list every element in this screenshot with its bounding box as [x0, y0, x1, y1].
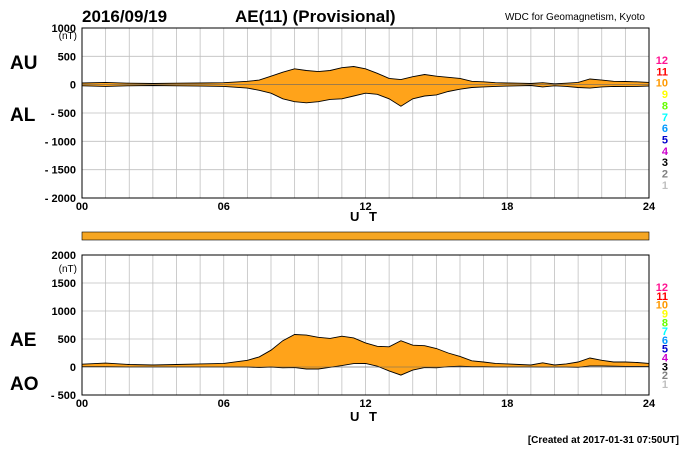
created-timestamp: [Created at 2017-01-31 07:50UT] — [528, 435, 679, 446]
station-count-label: 5 — [662, 344, 668, 356]
y-tick-label: - 500 — [51, 390, 76, 402]
x-tick-label: 06 — [218, 398, 230, 410]
al-label: AL — [10, 105, 36, 126]
y-tick-label: 0 — [70, 362, 76, 374]
y-tick-label: 500 — [58, 51, 76, 63]
ae-label: AE — [10, 330, 36, 351]
y-tick-label: 500 — [58, 334, 76, 346]
x-tick-label: 00 — [76, 398, 88, 410]
x-tick-label: 12 — [359, 201, 371, 213]
y-tick-label: 1000 — [52, 23, 76, 35]
station-count-label: 1 — [662, 379, 668, 391]
y-tick-label: 1500 — [52, 278, 76, 290]
station-count-label: 3 — [662, 361, 668, 373]
au-label: AU — [10, 53, 37, 74]
series-line-ae — [81, 334, 650, 366]
ao-label: AO — [10, 374, 39, 395]
station-count-label: 7 — [662, 112, 668, 124]
area-fill — [82, 66, 649, 107]
y-tick-label: 2000 — [52, 250, 76, 262]
x-tick-label: 06 — [218, 201, 230, 213]
x-tick-label: 18 — [501, 201, 513, 213]
station-count-label: 12 — [656, 55, 668, 67]
area-fill — [82, 334, 649, 376]
station-count-label: 4 — [662, 146, 669, 158]
plot-date: 2016/09/19 — [82, 7, 167, 26]
y-tick-label: - 500 — [51, 108, 76, 120]
station-count-label: 3 — [662, 157, 668, 169]
separator-band — [81, 231, 650, 241]
station-count-label: 7 — [662, 326, 668, 338]
unit-label: (nT) — [59, 264, 77, 275]
unit-label: (nT) — [59, 31, 77, 42]
y-tick-label: 1000 — [52, 306, 76, 318]
station-count-label: 11 — [656, 66, 668, 78]
x-axis-label: U T — [350, 209, 380, 224]
station-count-label: 9 — [662, 89, 668, 101]
plot-frame — [81, 27, 650, 199]
y-tick-label: - 1500 — [45, 165, 76, 177]
station-count-label: 2 — [662, 370, 668, 382]
station-count-label: 2 — [662, 169, 668, 181]
x-tick-label: 00 — [76, 201, 88, 213]
station-count-label: 8 — [662, 100, 668, 112]
data-source: WDC for Geomagnetism, Kyoto — [505, 12, 645, 23]
plot-frame — [81, 254, 650, 396]
station-count-label: 12 — [656, 282, 668, 294]
station-count-label: 9 — [662, 308, 668, 320]
station-count-label: 1 — [662, 180, 668, 192]
y-tick-label: - 2000 — [45, 193, 76, 205]
station-count-label: 6 — [662, 335, 668, 347]
y-tick-label: - 1000 — [45, 136, 76, 148]
station-count-label: 8 — [662, 317, 668, 329]
series-line-al — [81, 85, 650, 107]
station-count-label: 6 — [662, 123, 668, 135]
y-tick-label: 0 — [70, 80, 76, 92]
station-count-label: 10 — [656, 78, 668, 90]
x-tick-label: 24 — [643, 201, 656, 213]
station-count-label: 11 — [656, 291, 668, 303]
x-tick-label: 18 — [501, 398, 513, 410]
x-axis-label: U T — [350, 409, 380, 424]
plot-title: AE(11) (Provisional) — [235, 7, 396, 26]
station-count-label: 10 — [656, 300, 668, 312]
station-count-label: 5 — [662, 134, 668, 146]
x-tick-label: 24 — [643, 398, 656, 410]
x-tick-label: 12 — [359, 398, 371, 410]
series-line-au — [81, 66, 650, 85]
station-count-label: 4 — [662, 353, 669, 365]
